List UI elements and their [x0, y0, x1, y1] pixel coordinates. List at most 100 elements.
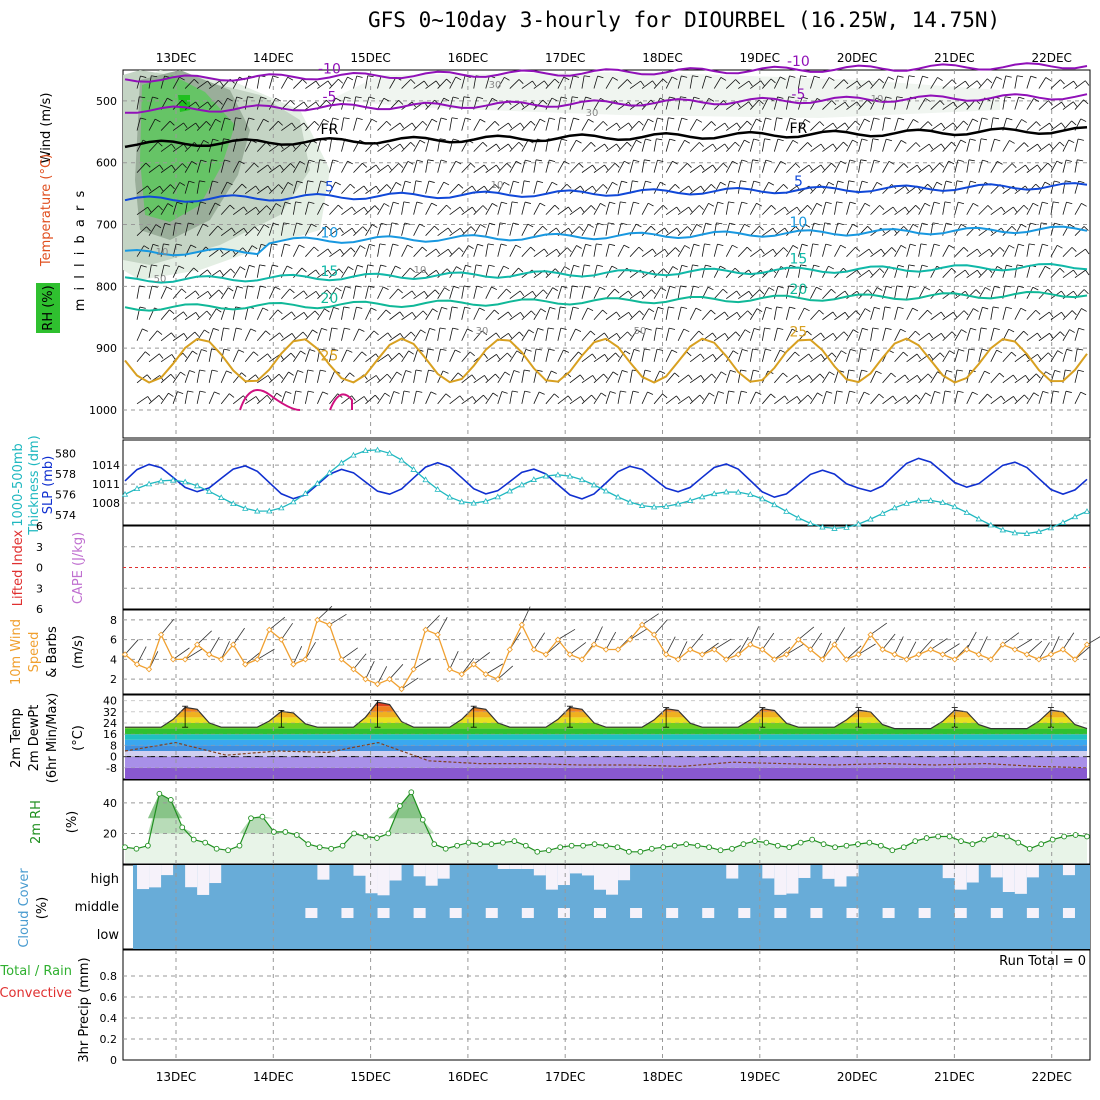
- wind-barb: [844, 290, 849, 297]
- chart-title: GFS 0~10day 3-hourly for DIOURBEL (16.25…: [368, 8, 1001, 32]
- wind-barb: [1069, 223, 1075, 228]
- wind-barb: [458, 183, 464, 189]
- wind-speed-point: [290, 661, 297, 668]
- wind-barb: [166, 286, 173, 290]
- wind-barb: [200, 201, 207, 204]
- wind-barb: [554, 204, 560, 210]
- wind-barb: [641, 269, 653, 279]
- wind-barb: [566, 247, 572, 253]
- wind-barb: [369, 243, 376, 247]
- wind-barb: [605, 163, 616, 173]
- wind-barb: [267, 185, 272, 192]
- wind-barb: [199, 180, 206, 183]
- wind-barb: [487, 243, 494, 246]
- isotherm-label: 25: [321, 349, 339, 365]
- wind-barb: [966, 328, 971, 341]
- rh-point: [1061, 833, 1067, 840]
- wind-barb: [292, 244, 300, 257]
- wind-barb: [408, 350, 414, 355]
- wind-barb: [724, 122, 729, 129]
- wind-barb: [609, 243, 616, 246]
- rh-point: [912, 838, 919, 844]
- thickness-point: [831, 525, 838, 531]
- wind-barb: [268, 243, 272, 257]
- wind-barb: [1014, 375, 1026, 384]
- wind-barb: [824, 222, 831, 225]
- li-axis-label: Lifted Index: [11, 529, 26, 606]
- thickness-point: [121, 490, 129, 497]
- wind-barb: [355, 285, 362, 288]
- wind-barb: [491, 286, 498, 291]
- wind-barb: [648, 202, 654, 207]
- wind-barb: [455, 160, 462, 165]
- pressure-tick: 500: [96, 95, 117, 108]
- wind-barb: [605, 371, 614, 384]
- wind-barb: [339, 227, 344, 233]
- wind-barb: [452, 138, 459, 141]
- wind-barb: [329, 393, 338, 405]
- wind-barb: [1074, 391, 1082, 404]
- wind-barb: [725, 390, 729, 404]
- wind-barb: [403, 201, 410, 204]
- wind-barb: [669, 96, 676, 99]
- wind-barb: [653, 78, 664, 89]
- wind-barb: [713, 77, 722, 89]
- wind-barb: [647, 118, 654, 123]
- wind-barb: [846, 329, 854, 341]
- wind-barb: [665, 306, 669, 320]
- wind-speed-point: [747, 641, 754, 648]
- wind-barb: [665, 328, 670, 341]
- wind-barb: [593, 286, 601, 299]
- wind-barb: [1080, 118, 1087, 122]
- thickness-point: [145, 480, 153, 487]
- wind-barb: [942, 390, 946, 404]
- wind-barb: [560, 306, 567, 309]
- isotherm-label: 15: [321, 264, 339, 280]
- date-label-top: 20DEC: [837, 51, 877, 65]
- wind-barb: [572, 96, 579, 99]
- date-label-top: 16DEC: [448, 51, 488, 65]
- wind-barb: [954, 310, 965, 321]
- wind-barb: [762, 227, 774, 236]
- wind-barb: [341, 160, 348, 173]
- wind-barb: [647, 391, 654, 395]
- wind-barb: [179, 182, 186, 186]
- wind-barb: [843, 331, 849, 337]
- wind-barb: [413, 310, 424, 321]
- wind-barb: [556, 248, 561, 255]
- wind-barb: [159, 185, 164, 192]
- wind-barb: [461, 75, 466, 89]
- rh-point: [511, 838, 518, 844]
- wind-barb-10m: [677, 641, 688, 660]
- wind-barb: [272, 222, 279, 226]
- wind-barb: [810, 286, 817, 299]
- wind-barb: [629, 329, 638, 341]
- wind-barb: [401, 311, 413, 321]
- wind-barb: [393, 201, 400, 205]
- wind-barb: [581, 205, 592, 215]
- wind-barb: [413, 369, 417, 383]
- wind-barb: [172, 122, 184, 131]
- wind-barb: [725, 222, 730, 236]
- wind-barb: [1049, 311, 1054, 318]
- wind-barb: [521, 290, 533, 300]
- wind-barb: [1026, 223, 1031, 236]
- thickness-point: [398, 456, 405, 463]
- wind-barb: [413, 391, 417, 404]
- rh-contour-label: 50: [634, 326, 647, 337]
- rh-point: [545, 847, 552, 854]
- wind-barb: [451, 306, 458, 309]
- wind-barb: [737, 201, 743, 215]
- wind-barb: [1074, 99, 1084, 110]
- wind-barb: [341, 286, 346, 299]
- wind-barb: [317, 180, 321, 194]
- wind-barb: [725, 350, 734, 362]
- wind-barb: [890, 372, 896, 378]
- wind-barb: [581, 75, 585, 89]
- wind-barb: [639, 310, 644, 316]
- wind-barb: [329, 370, 336, 383]
- wind-barb: [864, 118, 870, 123]
- thickness-point: [386, 449, 393, 456]
- date-label-top: 19DEC: [740, 51, 780, 65]
- wind-barb: [924, 202, 931, 207]
